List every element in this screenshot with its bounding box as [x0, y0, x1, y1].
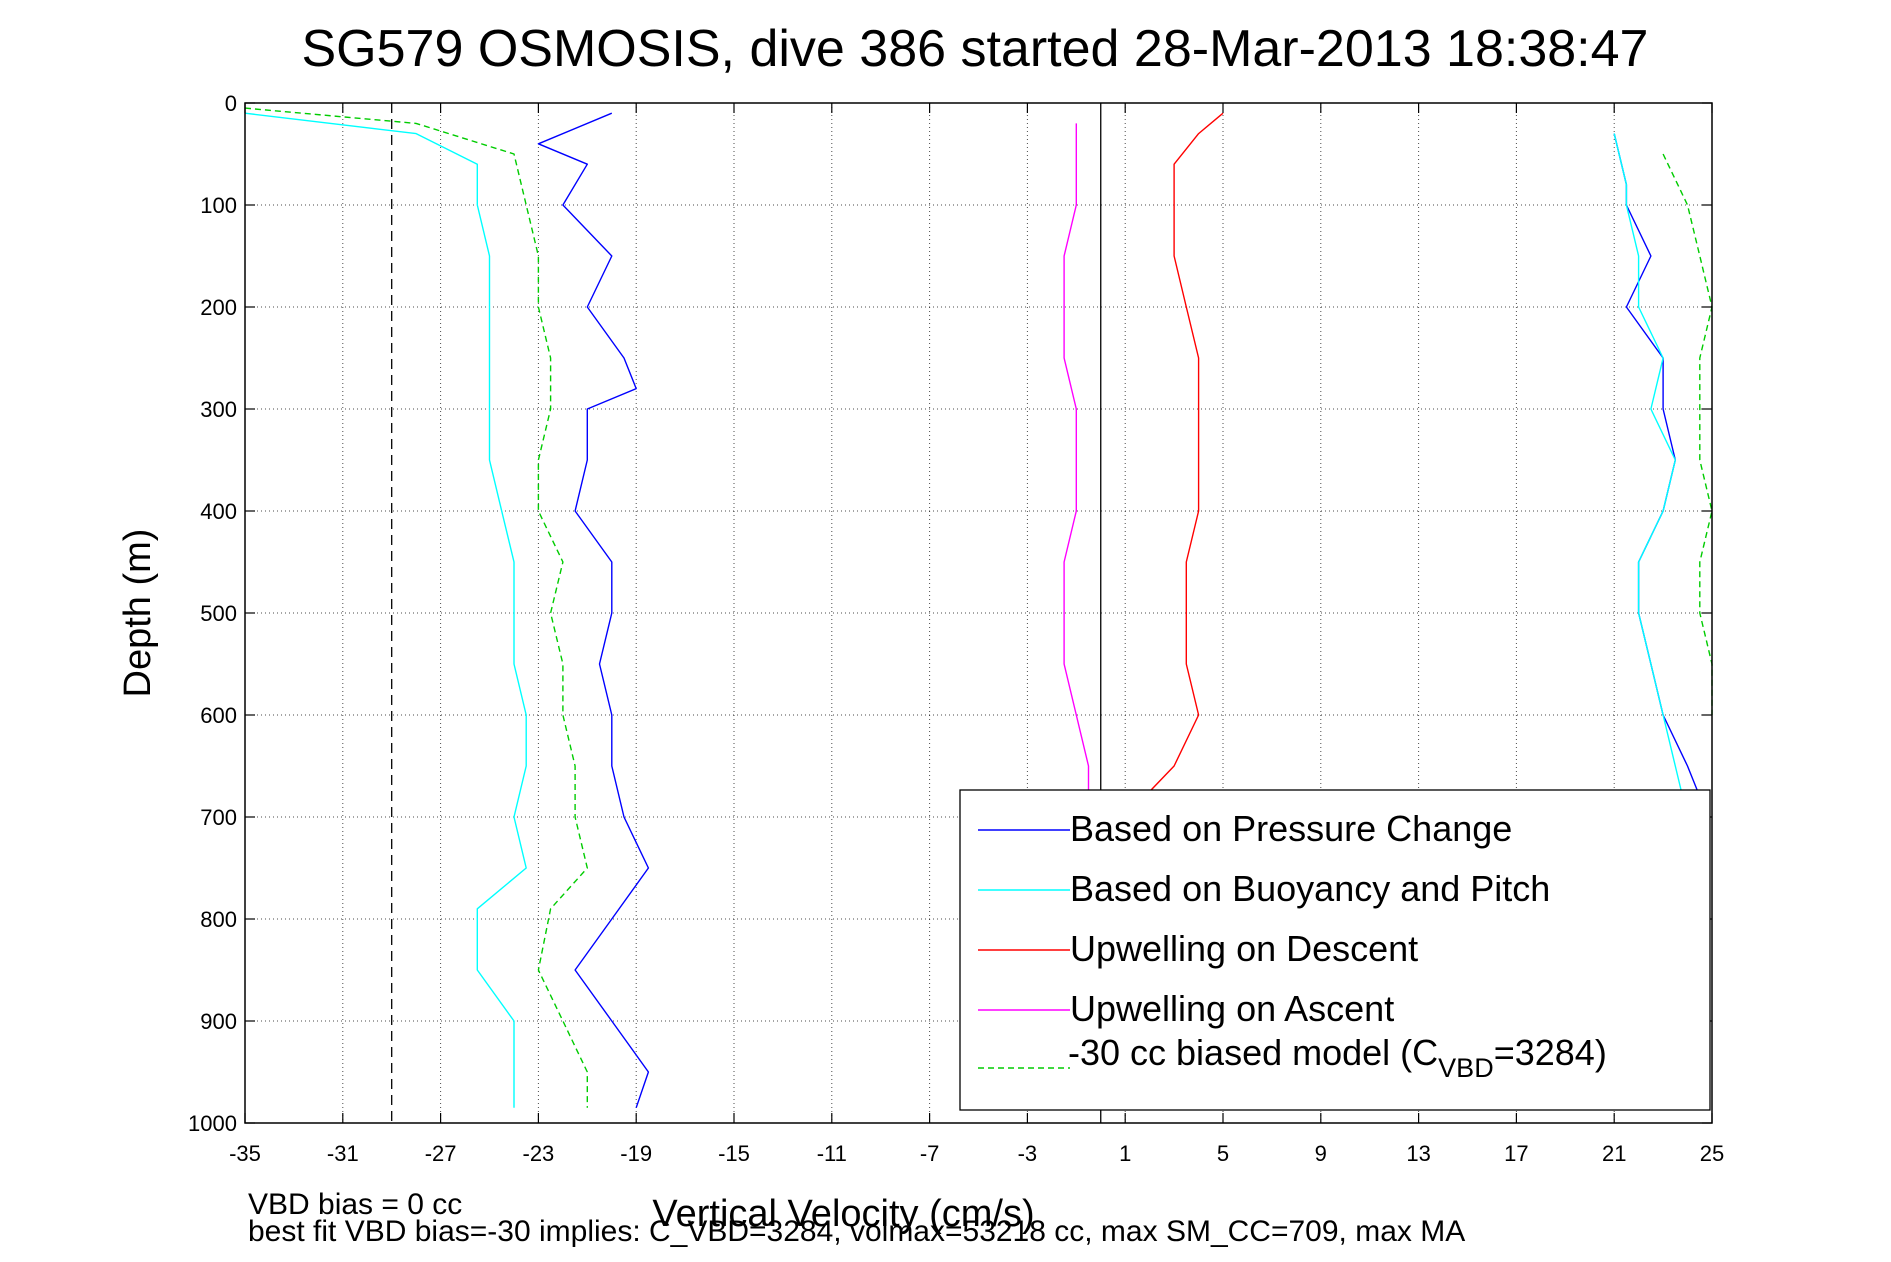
- y-tick-label: 900: [200, 1009, 237, 1034]
- x-tick-label: -27: [425, 1141, 457, 1166]
- legend-box: [959, 789, 1711, 1111]
- series-layer: [244, 107, 1713, 1108]
- series-line-6: [1063, 123, 1090, 817]
- y-tick-label: 100: [200, 193, 237, 218]
- legend-label: Upwelling on Descent: [1070, 928, 1418, 969]
- series-line-3: [244, 112, 527, 1108]
- legend-label: Based on Buoyancy and Pitch: [1070, 868, 1550, 909]
- x-tick-label: 13: [1406, 1141, 1430, 1166]
- x-tick-label: 5: [1217, 1141, 1229, 1166]
- x-tick-label: 1: [1119, 1141, 1131, 1166]
- x-tick-label: -11: [817, 1141, 847, 1166]
- y-tick-label: 0: [225, 91, 237, 116]
- x-tick-label: -19: [620, 1141, 652, 1166]
- y-tick-label: 200: [200, 295, 237, 320]
- x-tick-label: -3: [1018, 1141, 1038, 1166]
- y-tick-label: 500: [200, 601, 237, 626]
- x-ticks: -35 -31 -27 -23 -19 -15 -11 -7 -3 1 5 9 13 17 21 25: [229, 103, 1724, 1166]
- y-tick-label: 400: [200, 499, 237, 524]
- x-axis-label: Vertical Velocity (cm/s): [652, 1193, 1034, 1235]
- series-line-7: [244, 107, 588, 1108]
- x-tick-label: -31: [327, 1141, 359, 1166]
- x-tick-label: 9: [1315, 1141, 1327, 1166]
- x-tick-label: -23: [523, 1141, 555, 1166]
- y-axis-label: Depth (m): [117, 529, 159, 698]
- y-ticks: 0 100 200 300 400 500 600 700 800 900 1000: [188, 91, 1712, 1136]
- x-tick-label: -7: [920, 1141, 940, 1166]
- chart-title: SG579 OSMOSIS, dive 386 started 28-Mar-2…: [302, 20, 1649, 78]
- series-line-4: [1613, 133, 1689, 818]
- y-tick-label: 1000: [188, 1111, 237, 1136]
- x-tick-label: -35: [229, 1141, 261, 1166]
- legend-label-model: -30 cc biased model (CVBD=3284): [1068, 1032, 1607, 1083]
- series-line-8: [1662, 153, 1713, 715]
- series-line-5: [1124, 112, 1224, 818]
- legend-label: Based on Pressure Change: [1070, 808, 1512, 849]
- legend: Based on Pressure Change Based on Buoyanc…: [959, 789, 1711, 1111]
- series-line-2: [1613, 133, 1701, 797]
- y-tick-label: 600: [200, 703, 237, 728]
- x-tick-label: 21: [1602, 1141, 1626, 1166]
- legend-label: Upwelling on Ascent: [1070, 988, 1394, 1029]
- x-tick-label: 25: [1700, 1141, 1724, 1166]
- series-line-1: [537, 112, 650, 1108]
- y-tick-label: 700: [200, 805, 237, 830]
- x-tick-label: 17: [1504, 1141, 1528, 1166]
- y-tick-label: 300: [200, 397, 237, 422]
- y-tick-label: 800: [200, 907, 237, 932]
- footer-line-1: VBD bias = 0 cc: [248, 1188, 462, 1221]
- footer-line-2: best fit VBD bias=-30 implies: C_VBD=328…: [248, 1215, 1465, 1248]
- x-tick-label: -15: [718, 1141, 750, 1166]
